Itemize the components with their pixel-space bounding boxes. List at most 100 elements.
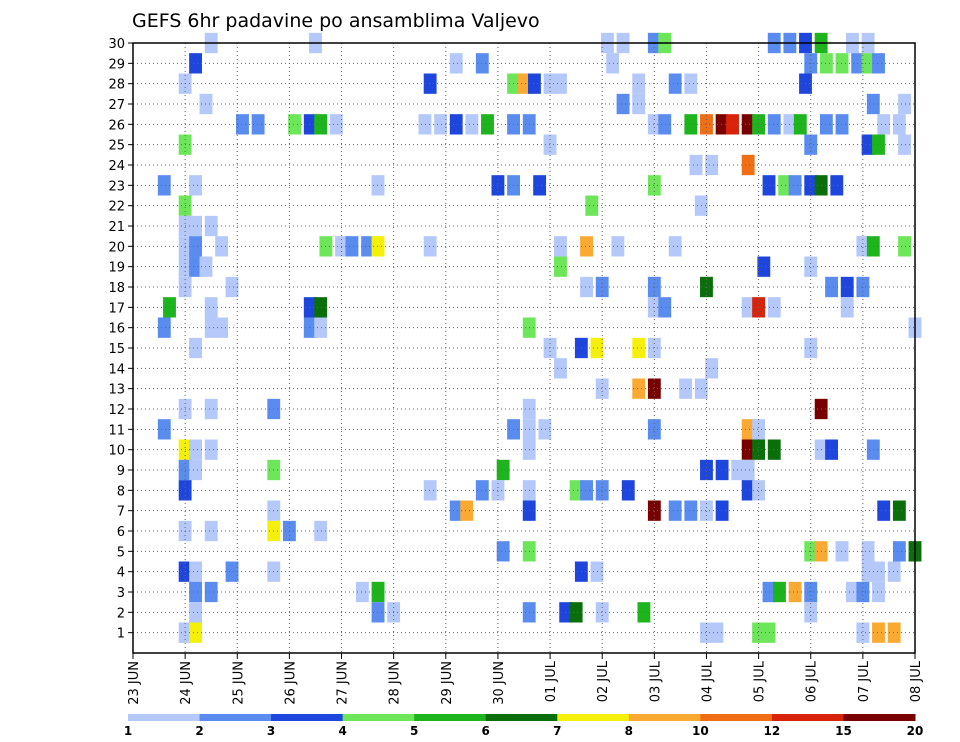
y-tick-label: 11	[108, 423, 125, 438]
heatmap-cell	[590, 561, 604, 582]
y-tick-label: 12	[108, 403, 125, 418]
heatmap-cell	[554, 256, 567, 277]
colorbar-label: 2	[195, 724, 203, 738]
heatmap-cell	[647, 500, 661, 521]
heatmap-cells	[157, 32, 922, 643]
x-tick-label: 29 JUN	[440, 661, 455, 705]
heatmap-cell	[204, 297, 218, 318]
heatmap-cell	[361, 236, 375, 257]
y-tick-label: 13	[108, 383, 125, 398]
x-tick-label: 02 JUL	[596, 660, 611, 702]
heatmap-cell	[637, 602, 651, 623]
colorbar-label: 5	[410, 724, 418, 738]
heatmap-cell	[157, 175, 171, 196]
heatmap-cell	[303, 114, 317, 135]
heatmap-cell	[898, 236, 912, 257]
heatmap-cell	[700, 622, 713, 643]
heatmap-cell	[835, 53, 849, 74]
heatmap-cell	[251, 114, 265, 135]
heatmap-cell	[189, 581, 202, 603]
colorbar-segment	[771, 714, 844, 721]
heatmap-cell	[887, 622, 901, 643]
heatmap-cell	[767, 297, 781, 318]
x-tick-label: 23 JUN	[127, 661, 142, 705]
heatmap-cell	[726, 114, 739, 135]
heatmap-cell	[804, 175, 818, 196]
heatmap-cell	[595, 480, 609, 501]
colorbar-segment	[700, 714, 773, 721]
heatmap-cell	[189, 215, 202, 237]
heatmap-cell	[846, 581, 859, 603]
heatmap-cell	[569, 602, 583, 623]
colorbar-label: 8	[625, 724, 633, 738]
y-tick-label: 1	[117, 627, 125, 642]
heatmap-cell	[872, 622, 885, 643]
heatmap-cell	[423, 480, 437, 501]
heatmap-cell	[741, 439, 755, 460]
colorbar-label: 1	[124, 724, 132, 738]
heatmap-cell	[705, 358, 719, 379]
y-tick-label: 27	[108, 98, 125, 113]
heatmap-cell	[449, 114, 463, 135]
y-tick-label: 18	[108, 281, 125, 296]
heatmap-cell	[580, 276, 593, 298]
heatmap-cell	[449, 53, 463, 74]
y-tick-label: 4	[117, 566, 125, 581]
y-tick-label: 26	[108, 118, 125, 133]
y-tick-label: 24	[108, 159, 125, 174]
colorbar-segment	[199, 714, 272, 721]
y-tick-label: 7	[117, 505, 125, 520]
heatmap-cell	[595, 378, 609, 399]
heatmap-cell	[616, 93, 630, 115]
y-tick-label: 20	[108, 240, 125, 255]
y-tick-label: 10	[108, 444, 125, 459]
heatmap-cell	[189, 256, 202, 277]
y-tick-label: 14	[108, 362, 125, 377]
heatmap-cell	[606, 53, 620, 74]
heatmap-cell	[225, 561, 239, 582]
y-axis: 1234567891011121314151617181920212223242…	[108, 37, 133, 642]
heatmap-cell	[752, 480, 766, 501]
x-tick-label: 06 JUL	[805, 660, 820, 702]
colorbar-label: 7	[553, 724, 561, 738]
heatmap-cell	[757, 256, 771, 277]
heatmap-cell	[793, 114, 807, 135]
heatmap-cell	[345, 236, 359, 257]
heatmap-cell	[580, 480, 593, 501]
heatmap-cell	[877, 500, 891, 521]
heatmap-cell	[700, 276, 713, 298]
x-tick-label: 08 JUL	[909, 660, 924, 702]
y-tick-label: 25	[108, 139, 125, 154]
heatmap-cell	[877, 114, 891, 135]
colorbar-label: 6	[482, 724, 490, 738]
y-tick-label: 6	[117, 525, 125, 540]
heatmap-cell	[872, 53, 885, 74]
chart-title: GEFS 6hr padavine po ansamblima Valjevo	[132, 10, 540, 32]
heatmap-cell	[752, 419, 766, 440]
y-tick-label: 9	[117, 464, 125, 479]
heatmap-cell	[371, 236, 385, 257]
heatmap-cell	[741, 419, 755, 440]
colorbar-segment	[271, 714, 344, 721]
heatmap-cell	[449, 500, 463, 521]
colorbar-segment	[557, 714, 630, 721]
heatmap-cell	[621, 480, 635, 501]
heatmap-cell	[668, 236, 682, 257]
heatmap-cell	[423, 236, 437, 257]
heatmap-cell	[840, 297, 854, 318]
heatmap-cell	[496, 459, 510, 481]
heatmap-cell	[538, 419, 552, 440]
heatmap-cell	[752, 114, 766, 135]
heatmap-cell	[554, 236, 567, 257]
heatmap-cell	[204, 439, 218, 460]
heatmap-cell	[204, 398, 218, 420]
heatmap-cell	[189, 236, 202, 257]
heatmap-cell	[830, 175, 844, 196]
heatmap-cell	[700, 114, 713, 135]
y-tick-label: 2	[117, 606, 125, 621]
y-tick-label: 22	[108, 200, 125, 215]
heatmap-cell	[700, 459, 713, 481]
colorbar-label: 3	[267, 724, 275, 738]
heatmap-cell	[804, 602, 818, 623]
heatmap-cell	[647, 378, 661, 399]
